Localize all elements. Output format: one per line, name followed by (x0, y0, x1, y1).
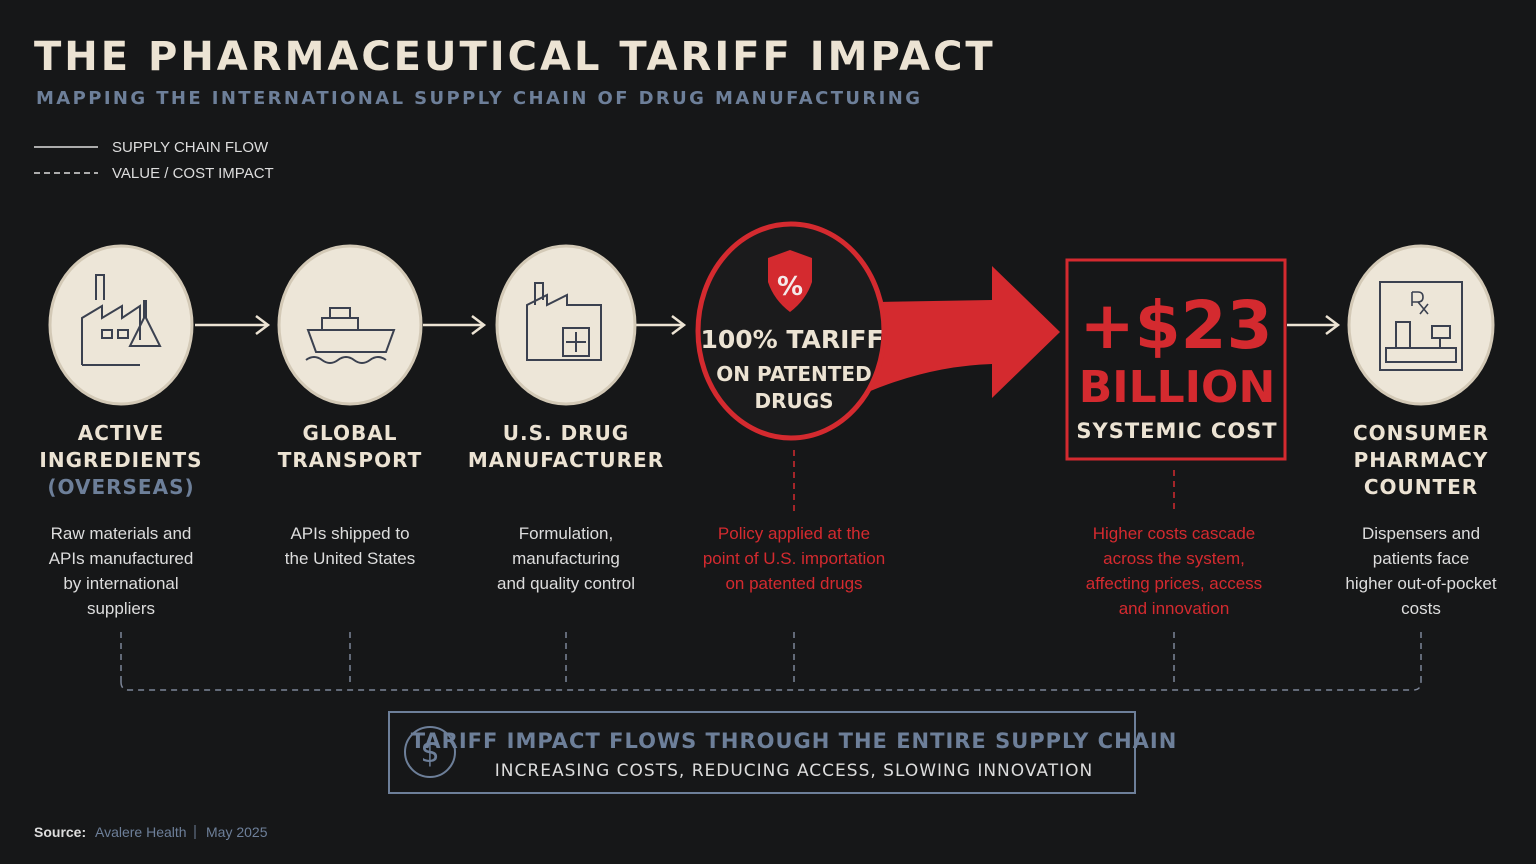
node-label: PHARMACY (1354, 448, 1489, 472)
icons (81, 250, 1463, 778)
node-circles (48, 221, 1495, 461)
node-label: MANUFACTURER (468, 448, 664, 472)
legend-label: VALUE / COST IMPACT (112, 165, 274, 182)
banner-icon: $ (420, 735, 439, 770)
cost-amount: +$23 (1079, 287, 1272, 364)
node-label: COUNTER (1364, 475, 1478, 499)
impact-arrow (868, 266, 1060, 398)
tariff-badge: % (777, 272, 803, 302)
tariff-subtitle: ON PATENTED (716, 362, 871, 386)
node-description: across the system, (1103, 549, 1245, 568)
source-text: Avalere Health (95, 824, 187, 840)
node-label: GLOBAL (303, 421, 398, 445)
node-description: suppliers (87, 599, 155, 618)
banner-box (388, 711, 1136, 794)
node-label: (OVERSEAS) (47, 475, 194, 499)
node-description: manufacturing (512, 549, 620, 568)
node-description: Raw materials and (51, 524, 192, 543)
tariff-title: 100% TARIFF (700, 325, 883, 354)
cost-unit: BILLION (1079, 362, 1276, 413)
node-description: and quality control (497, 574, 635, 593)
node-description: costs (1401, 599, 1441, 618)
rx-icon (1411, 291, 1429, 315)
node-description: by international (63, 574, 178, 593)
node-description: patients face (1373, 549, 1469, 568)
node-label: TRANSPORT (278, 448, 422, 472)
node-description: on patented drugs (725, 574, 862, 593)
node-description: Higher costs cascade (1093, 524, 1256, 543)
node-description: APIs manufactured (49, 549, 194, 568)
node-description: point of U.S. importation (703, 549, 885, 568)
flow-arrows (195, 315, 1341, 335)
node-label: INGREDIENTS (39, 448, 202, 472)
node-label: CONSUMER (1353, 421, 1489, 445)
node-description: and innovation (1119, 599, 1230, 618)
banner-subtitle: INCREASING COSTS, REDUCING ACCESS, SLOWI… (495, 761, 1093, 781)
cost-label: SYSTEMIC COST (1076, 419, 1277, 443)
banner-title: TARIFF IMPACT FLOWS THROUGH THE ENTIRE S… (411, 729, 1178, 753)
node-label: ACTIVE (78, 421, 164, 445)
subtitle: MAPPING THE INTERNATIONAL SUPPLY CHAIN O… (36, 88, 922, 109)
node-label: U.S. DRUG (503, 421, 629, 445)
tariff-subtitle: DRUGS (754, 389, 833, 413)
node-description: the United States (285, 549, 415, 568)
node-description: Dispensers and (1362, 524, 1480, 543)
source-date: May 2025 (206, 824, 268, 840)
title: THE PHARMACEUTICAL TARIFF IMPACT (34, 34, 996, 80)
node-description: APIs shipped to (290, 524, 409, 543)
legend-label: SUPPLY CHAIN FLOW (112, 139, 269, 156)
node-description: Policy applied at the (718, 524, 870, 543)
impact-connectors (120, 632, 1422, 691)
red-connectors (793, 450, 1175, 512)
node-description: Formulation, (519, 524, 613, 543)
node-description: affecting prices, access (1086, 574, 1262, 593)
source-label: Source: (34, 824, 86, 840)
node-description: higher out-of-pocket (1345, 574, 1496, 593)
